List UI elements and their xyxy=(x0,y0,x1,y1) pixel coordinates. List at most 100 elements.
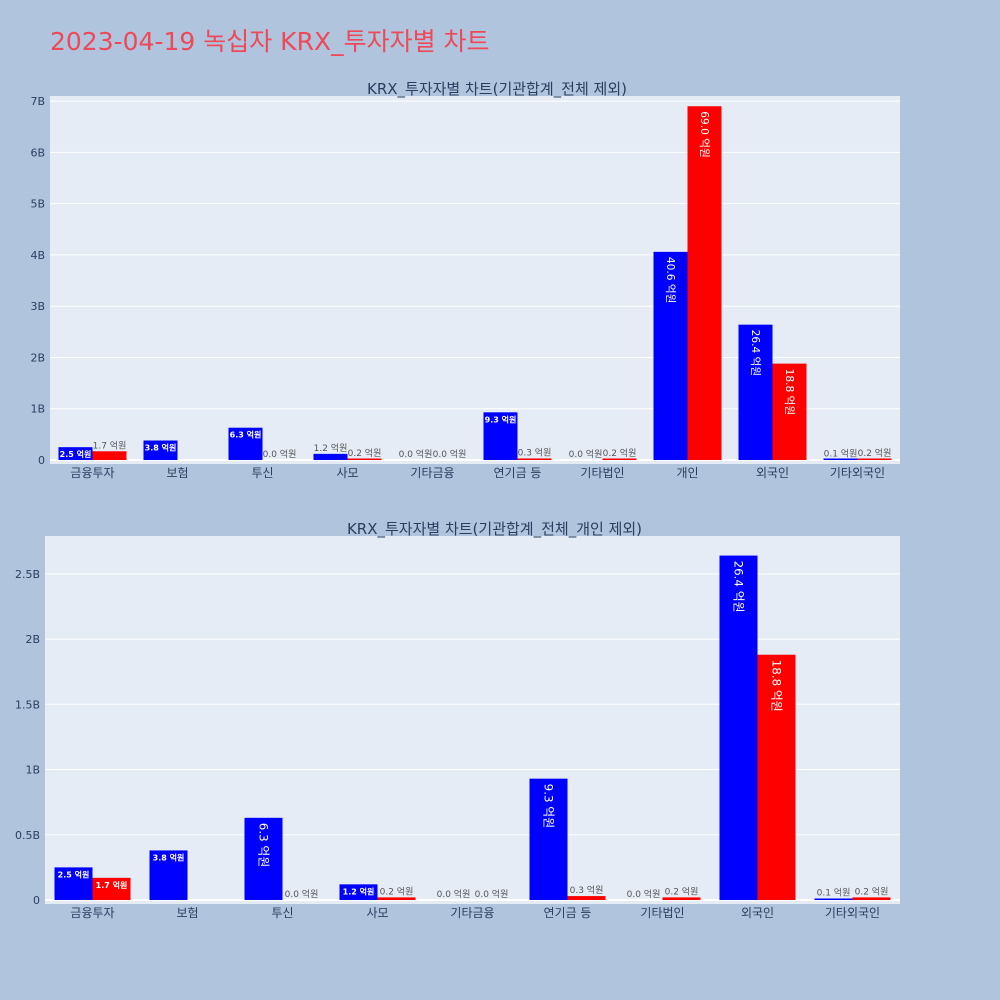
bar xyxy=(483,412,518,460)
data-label: 0.0 억원 xyxy=(399,448,433,460)
data-label: 1.2 억원 xyxy=(314,442,348,454)
data-label: 0.2 억원 xyxy=(665,885,699,897)
page-title: 2023-04-19 녹십자 KRX_투자자별 차트 xyxy=(50,27,490,56)
data-label: 3.8 억원 xyxy=(145,443,177,453)
bar xyxy=(244,817,283,900)
data-label: 1.7 억원 xyxy=(93,439,127,451)
data-label: 0.1 억원 xyxy=(817,887,851,899)
data-label: 0.2 억원 xyxy=(858,447,892,459)
data-label: 9.3 억원 xyxy=(541,784,555,828)
data-label: 69.0 억원 xyxy=(698,111,711,158)
bar xyxy=(347,458,382,460)
x-tick-label: 개인 xyxy=(676,466,698,480)
data-label: 0.2 억원 xyxy=(380,885,414,897)
bar xyxy=(54,867,93,900)
x-tick-label: 투신 xyxy=(271,906,293,920)
data-label: 0.2 억원 xyxy=(603,447,637,459)
data-label: 0.0 억원 xyxy=(433,448,467,460)
bar xyxy=(92,877,131,900)
x-tick-label: 보험 xyxy=(166,466,188,480)
y-tick-label: 0 xyxy=(38,454,45,467)
data-label: 0.0 억원 xyxy=(285,888,319,900)
data-label: 1.2 억원 xyxy=(343,886,375,896)
data-label: 18.8 억원 xyxy=(769,660,783,712)
y-tick-label: 1B xyxy=(25,764,40,777)
x-tick-label: 금융투자 xyxy=(70,906,114,920)
bar xyxy=(567,896,606,900)
bar xyxy=(313,453,348,460)
bar xyxy=(377,897,416,900)
bar xyxy=(339,884,378,900)
bar xyxy=(687,106,722,460)
y-tick-label: 1B xyxy=(30,403,45,416)
bar xyxy=(738,324,773,460)
y-tick-label: 6B xyxy=(30,146,45,159)
bar xyxy=(719,555,758,900)
bar xyxy=(852,897,891,900)
data-label: 2.5 억원 xyxy=(58,869,90,879)
bar xyxy=(757,654,796,900)
data-label: 18.8 억원 xyxy=(783,369,796,416)
x-tick-label: 기타법인 xyxy=(580,466,624,480)
bar xyxy=(517,458,552,460)
data-label: 0.0 억원 xyxy=(475,888,509,900)
x-tick-label: 기타외국인 xyxy=(830,466,885,480)
bar xyxy=(772,363,807,460)
bar xyxy=(58,447,93,460)
data-label: 0.0 억원 xyxy=(627,888,661,900)
bar xyxy=(653,251,688,460)
bar xyxy=(814,898,853,900)
y-tick-label: 2B xyxy=(30,351,45,364)
chart-title: KRX_투자자별 차트(기관합계_전체_개인 제외) xyxy=(347,520,642,539)
x-tick-label: 사모 xyxy=(366,906,388,920)
x-tick-label: 기타금융 xyxy=(410,466,454,480)
y-tick-label: 2B xyxy=(25,633,40,646)
data-label: 40.6 억원 xyxy=(664,257,677,304)
x-tick-label: 금융투자 xyxy=(70,466,114,480)
bar xyxy=(857,458,892,460)
data-label: 0.0 억원 xyxy=(437,888,471,900)
data-label: 9.3 억원 xyxy=(485,414,517,424)
data-label: 3.8 억원 xyxy=(153,852,185,862)
chart-1: KRX_투자자별 차트(기관합계_전체 제외) 0 1B 2B 3B 4B 5B 6B 7B 금융… xyxy=(30,80,900,480)
data-label: 6.3 억원 xyxy=(230,430,262,440)
bar xyxy=(823,458,858,460)
y-tick-label: 1.5B xyxy=(15,698,40,711)
data-label: 0.1 억원 xyxy=(824,447,858,459)
bar xyxy=(92,451,127,460)
data-label: 26.4 억원 xyxy=(731,561,745,613)
data-label: 6.3 억원 xyxy=(256,823,270,867)
bar xyxy=(143,440,178,460)
y-tick-label: 5B xyxy=(30,198,45,211)
data-label: 0.0 억원 xyxy=(569,448,603,460)
data-label: 26.4 억원 xyxy=(749,330,762,377)
x-tick-label: 외국인 xyxy=(756,466,789,480)
bar xyxy=(149,850,188,900)
data-label: 2.5 억원 xyxy=(60,449,92,459)
y-tick-label: 7B xyxy=(30,95,45,108)
data-label: 0.2 억원 xyxy=(855,885,889,897)
data-label: 0.3 억원 xyxy=(570,884,604,896)
y-tick-label: 2.5B xyxy=(15,568,40,581)
data-label: 0.0 억원 xyxy=(263,448,297,460)
y-tick-label: 3B xyxy=(30,300,45,313)
x-tick-label: 연기금 등 xyxy=(544,906,592,920)
bar xyxy=(529,778,568,900)
data-label: 0.3 억원 xyxy=(518,446,552,458)
x-tick-label: 기타외국인 xyxy=(825,906,880,920)
bar xyxy=(228,427,263,460)
bar xyxy=(662,897,701,900)
x-tick-label: 기타금융 xyxy=(450,906,494,920)
x-tick-label: 보험 xyxy=(176,906,198,920)
x-tick-label: 기타법인 xyxy=(640,906,684,920)
bar xyxy=(602,458,637,460)
y-tick-label: 0.5B xyxy=(15,829,40,842)
chart-2: KRX_투자자별 차트(기관합계_전체_개인 제외) 0 0.5B 1B 1.5B 2B 2… xyxy=(15,520,900,920)
x-tick-label: 투신 xyxy=(251,466,273,480)
x-tick-label: 연기금 등 xyxy=(494,466,542,480)
x-tick-label: 사모 xyxy=(336,466,358,480)
y-tick-label: 4B xyxy=(30,249,45,262)
x-tick-label: 외국인 xyxy=(741,906,774,920)
data-label: 1.7 억원 xyxy=(96,880,128,890)
